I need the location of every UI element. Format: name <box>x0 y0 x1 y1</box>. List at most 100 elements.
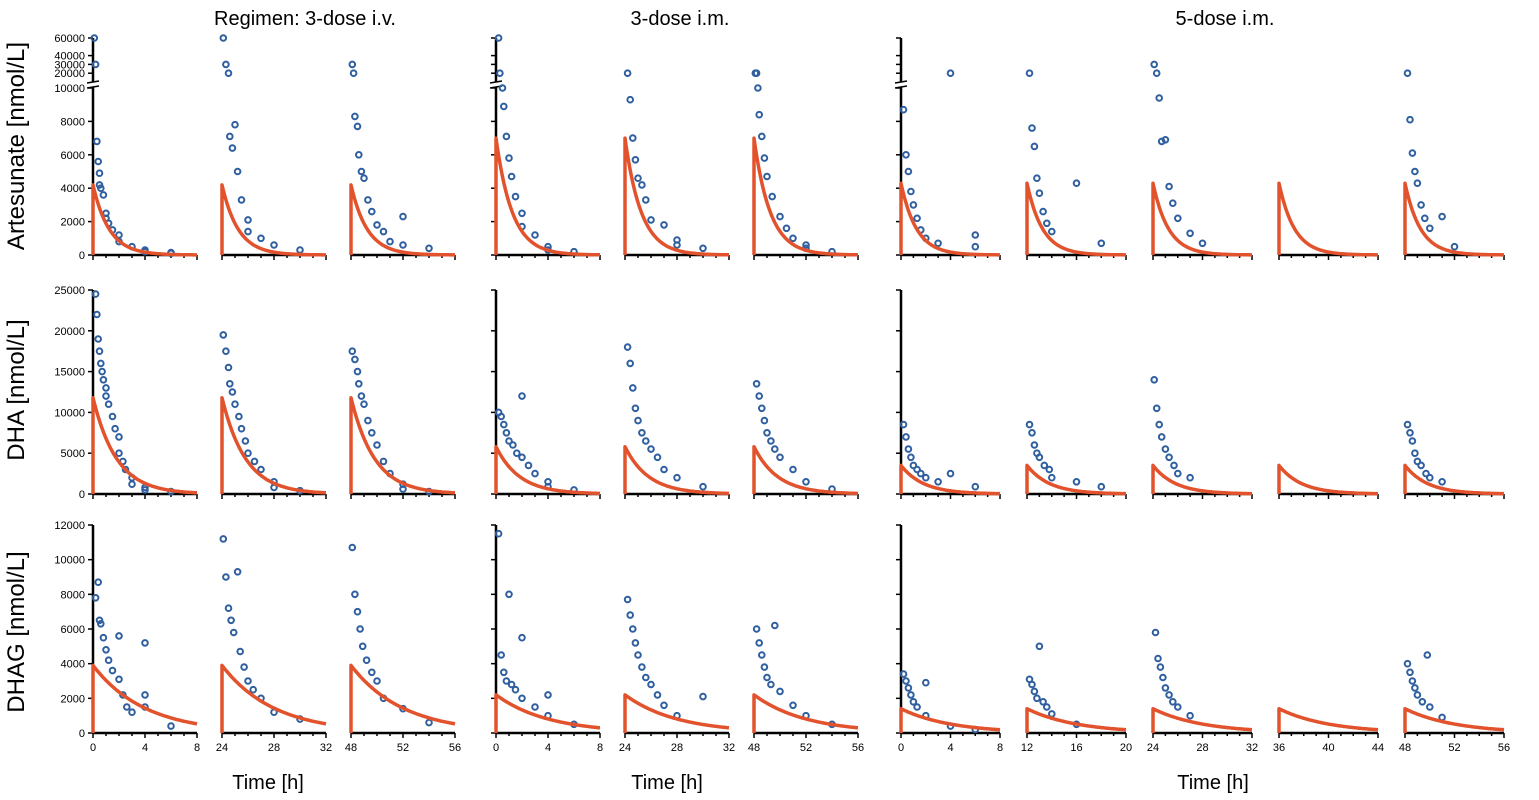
observed-point-dha-3-dose-i-v <box>348 347 357 356</box>
y-tick-label-dha: 15000 <box>54 367 85 379</box>
observed-point-artesunate-5-dose-i-m <box>1028 124 1036 132</box>
observed-point-dhag-3-dose-i-m <box>699 692 707 701</box>
observed-point-artesunate-3-dose-i-v <box>226 132 234 141</box>
observed-point-dha-3-dose-i-v <box>357 392 366 400</box>
regimen-title-iv: Regimen: 3-dose i.v. <box>214 8 396 30</box>
observed-point-dhag-3-dose-i-v <box>219 535 228 543</box>
observed-point-dha-5-dose-i-m <box>909 461 918 470</box>
observed-point-artesunate-3-dose-i-m <box>507 172 516 181</box>
observed-point-dha-3-dose-i-m <box>623 343 632 351</box>
observed-point-dha-5-dose-i-m <box>1413 457 1422 466</box>
x-tick-label-5-dose-i-m: 44 <box>1372 742 1384 754</box>
observed-point-dha-5-dose-i-m <box>1025 420 1034 429</box>
observed-point-artesunate-3-dose-i-v <box>360 174 368 182</box>
observed-point-dha-3-dose-i-v <box>231 400 239 409</box>
observed-point-dhag-5-dose-i-m <box>1413 691 1422 699</box>
observed-point-artesunate-3-dose-i-v <box>399 241 407 249</box>
observed-point-dhag-3-dose-i-m <box>642 673 650 682</box>
observed-point-dha-5-dose-i-m <box>1152 404 1161 413</box>
observed-point-dhag-3-dose-i-m <box>494 529 503 538</box>
y-tick-label-dha: 5000 <box>61 448 85 460</box>
observed-point-dha-3-dose-i-m <box>524 461 533 470</box>
observed-point-dha-5-dose-i-m <box>1035 453 1044 462</box>
observed-point-dhag-5-dose-i-m <box>1406 668 1414 677</box>
observed-point-dhag-3-dose-i-v <box>104 656 113 665</box>
y-tick-label-broken: 40000 <box>54 51 85 63</box>
observed-point-dhag-5-dose-i-m <box>1423 651 1432 659</box>
observed-point-dhag-3-dose-i-m <box>629 625 637 633</box>
axis-break-slash <box>86 85 100 89</box>
observed-point-dhag-5-dose-i-m <box>1159 673 1167 682</box>
axes-layer: 0200040006000800010000200003000040000600… <box>54 33 1510 754</box>
observed-point-artesunate-5-dose-i-m <box>1150 60 1158 69</box>
observed-point-artesunate-5-dose-i-m <box>1411 167 1419 176</box>
observed-point-dhag-5-dose-i-m <box>904 684 913 692</box>
y-tick-label-dhag: 10000 <box>54 555 85 567</box>
observed-point-dha-5-dose-i-m <box>971 482 980 491</box>
observed-point-dha-3-dose-i-v <box>235 412 243 421</box>
observed-point-artesunate-3-dose-i-v <box>244 227 252 236</box>
observed-point-artesunate-3-dose-i-v <box>219 34 228 42</box>
observed-point-dhag-3-dose-i-v <box>244 677 252 685</box>
predicted-line-dha-5-dose-i-m <box>1025 463 1127 496</box>
observed-point-dha-3-dose-i-m <box>505 437 513 445</box>
observed-point-artesunate-3-dose-i-m <box>642 196 650 204</box>
x-tick-label-5-dose-i-m: 40 <box>1322 742 1334 754</box>
observed-point-dha-3-dose-i-v <box>99 376 108 384</box>
observed-point-dha-3-dose-i-m <box>802 478 810 486</box>
observed-point-dhag-3-dose-i-v <box>97 620 105 628</box>
observed-point-dha-3-dose-i-v <box>95 347 104 356</box>
observed-point-artesunate-3-dose-i-v <box>224 69 233 77</box>
observed-point-dhag-3-dose-i-v <box>91 594 100 602</box>
observed-point-artesunate-3-dose-i-v <box>357 167 366 176</box>
observed-point-artesunate-3-dose-i-v <box>115 231 123 239</box>
observed-point-dhag-3-dose-i-m <box>518 633 526 642</box>
x-tick-label-5-dose-i-m: 36 <box>1273 742 1285 754</box>
predicted-line-dhag-3-dose-i-v <box>349 663 456 733</box>
observed-point-artesunate-5-dose-i-m <box>1421 214 1429 223</box>
predicted-line-dha-5-dose-i-m <box>1277 463 1379 496</box>
observed-point-dha-5-dose-i-m <box>1411 449 1419 458</box>
observed-point-dha-3-dose-i-m <box>647 445 655 453</box>
observed-point-dha-3-dose-i-m <box>531 469 539 478</box>
observed-point-artesunate-3-dose-i-v <box>351 112 359 121</box>
observed-point-dhag-3-dose-i-m <box>771 621 779 630</box>
observed-point-dhag-5-dose-i-m <box>922 678 930 687</box>
observed-point-artesunate-3-dose-i-m <box>754 84 762 92</box>
observed-point-dha-3-dose-i-v <box>102 392 110 400</box>
observed-point-dhag-5-dose-i-m <box>1028 680 1036 689</box>
observed-point-artesunate-3-dose-i-m <box>629 134 637 142</box>
observed-point-dha-3-dose-i-m <box>789 465 797 474</box>
predicted-line-artesunate-3-dose-i-m <box>623 136 730 257</box>
x-tick-label-3-dose-i-v: 8 <box>194 742 200 754</box>
observed-point-dha-3-dose-i-m <box>767 437 775 445</box>
observed-point-dha-3-dose-i-m <box>518 453 526 462</box>
observed-point-dhag-3-dose-i-v <box>351 590 359 599</box>
observed-point-artesunate-5-dose-i-m <box>1161 136 1170 144</box>
x-tick-label-5-dose-i-m: 16 <box>1070 742 1082 754</box>
axis-break-slash <box>489 80 503 84</box>
y-tick-label-artesunate: 10000 <box>54 83 85 95</box>
y-tick-label-artesunate: 6000 <box>61 150 85 162</box>
observed-point-artesunate-3-dose-i-v <box>99 191 108 199</box>
observed-point-dha-3-dose-i-v <box>368 429 376 437</box>
predicted-line-dha-5-dose-i-m <box>1151 463 1253 496</box>
y-tick-label-dhag: 0 <box>79 728 85 740</box>
predicted-line-artesunate-3-dose-i-m <box>494 136 601 257</box>
x-tick-label-5-dose-i-m: 32 <box>1246 742 1258 754</box>
regimen-title-im5: 5-dose i.m. <box>1176 8 1275 30</box>
x-tick-label-5-dose-i-m: 0 <box>898 742 904 754</box>
x-axis-title-im5: Time [h] <box>1177 772 1249 794</box>
observed-point-dha-3-dose-i-v <box>224 363 233 372</box>
observed-point-dhag-5-dose-i-m <box>902 677 910 685</box>
observed-point-dha-5-dose-i-m <box>934 478 942 486</box>
observed-point-artesunate-3-dose-i-v <box>364 196 372 204</box>
y-tick-label-dhag: 2000 <box>61 693 85 705</box>
observed-point-dha-5-dose-i-m <box>1426 473 1434 482</box>
x-tick-label-3-dose-i-m: 0 <box>493 742 499 754</box>
observed-point-artesunate-5-dose-i-m <box>1025 69 1034 77</box>
observed-point-artesunate-3-dose-i-v <box>237 196 246 204</box>
observed-point-dhag-5-dose-i-m <box>1174 703 1182 711</box>
axis-break-slash <box>894 80 908 84</box>
